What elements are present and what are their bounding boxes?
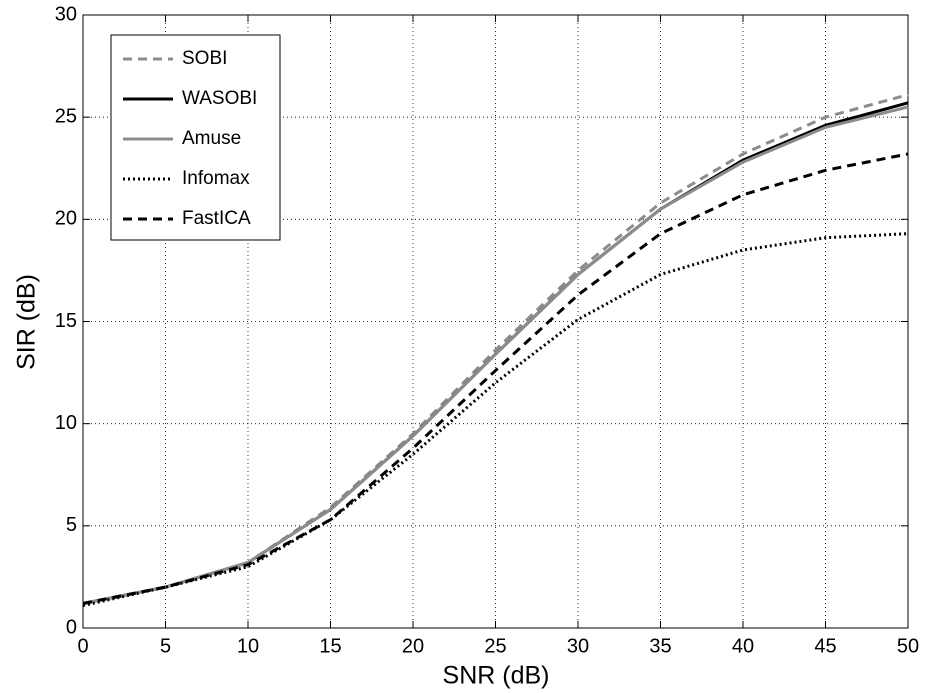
x-tick-label: 45 (814, 635, 836, 657)
x-tick-label: 35 (649, 635, 671, 657)
legend-label: SOBI (182, 48, 227, 69)
x-tick-label: 50 (897, 635, 919, 657)
legend-label: Infomax (182, 168, 250, 189)
x-tick-label: 5 (160, 635, 171, 657)
y-tick-label: 30 (55, 3, 77, 25)
legend-label: Amuse (182, 128, 241, 149)
y-tick-label: 5 (66, 514, 77, 536)
y-tick-label: 20 (55, 208, 77, 230)
series-line (82, 152, 909, 605)
x-tick-label: 25 (484, 635, 506, 657)
x-tick-label: 20 (402, 635, 424, 657)
legend-label: WASOBI (182, 88, 257, 109)
y-tick-label: 15 (55, 310, 77, 332)
y-axis-label: SIR (dB) (13, 274, 41, 370)
x-tick-label: 10 (237, 635, 259, 657)
x-tick-label: 40 (732, 635, 754, 657)
plot-frame (82, 14, 909, 629)
y-tick-label: 0 (66, 616, 77, 638)
x-tick-label: 15 (319, 635, 341, 657)
x-axis-label: SNR (dB) (443, 662, 550, 690)
x-tick-label: 30 (567, 635, 589, 657)
y-tick-label: 10 (55, 412, 77, 434)
y-tick-label: 25 (55, 105, 77, 127)
legend-label: FastICA (182, 208, 251, 229)
x-tick-label: 0 (77, 635, 88, 657)
